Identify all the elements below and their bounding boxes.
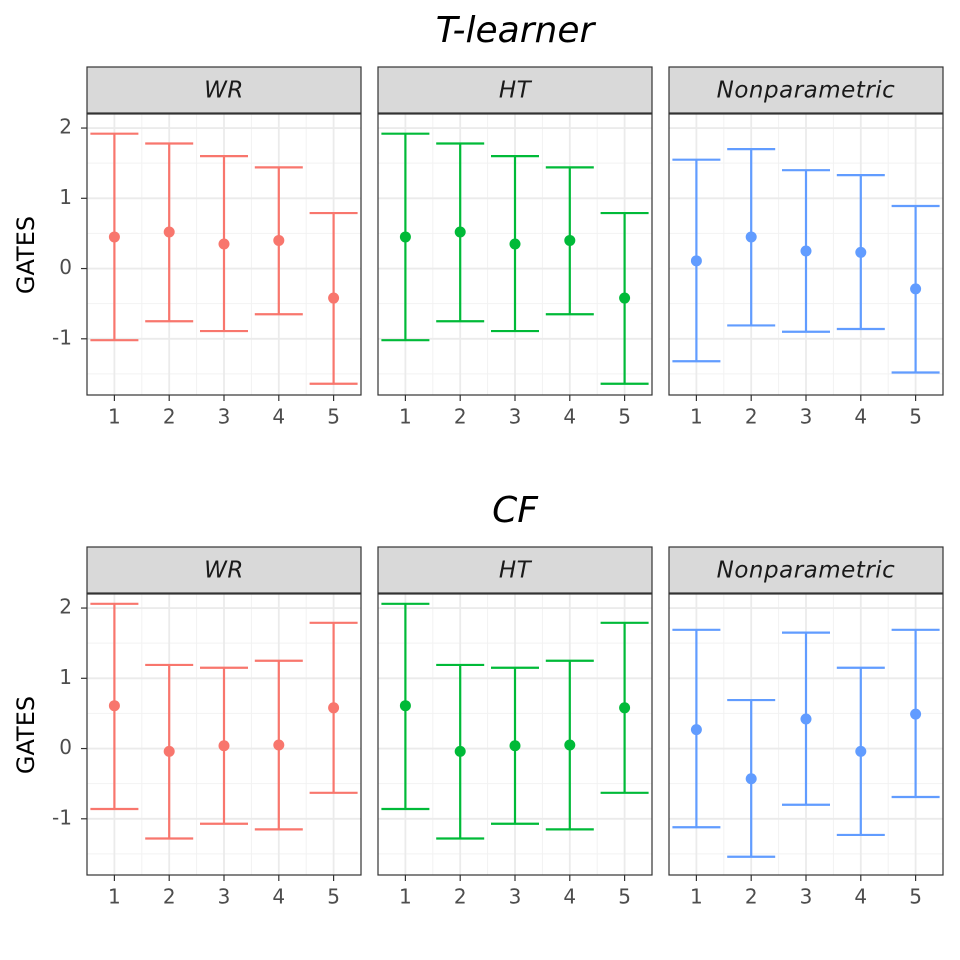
x-tick-label: 1 xyxy=(690,405,703,429)
point-estimate xyxy=(454,226,466,238)
facet-strip-label: Nonparametric xyxy=(717,78,896,104)
x-tick-label: 4 xyxy=(272,885,285,909)
point-estimate xyxy=(855,745,867,757)
x-tick-label: 2 xyxy=(745,405,758,429)
point-estimate xyxy=(509,740,521,752)
panel-border xyxy=(377,593,653,876)
chart-title: CF xyxy=(492,490,539,531)
point-estimate xyxy=(328,702,340,714)
y-tick-label: 0 xyxy=(59,255,72,279)
point-estimate xyxy=(745,773,757,785)
y-axis-label: GATES xyxy=(12,696,40,774)
facet-strip xyxy=(377,546,653,594)
facet-strip-label: WR xyxy=(204,558,244,584)
x-tick-label: 2 xyxy=(745,885,758,909)
point-estimate xyxy=(399,231,411,243)
panel-border xyxy=(86,113,362,396)
y-axis-label: GATES xyxy=(12,216,40,294)
point-estimate xyxy=(218,740,230,752)
x-tick-label: 5 xyxy=(909,405,922,429)
facet-ht: HT 1 2 3 4 5 xyxy=(377,546,653,909)
facet-strip xyxy=(86,546,362,594)
facet-nonparametric: Nonparametric 1 2 3 4 5 xyxy=(668,66,944,429)
x-tick-label: 2 xyxy=(163,885,176,909)
y-tick-label: 1 xyxy=(59,185,72,209)
facet-strip-label: WR xyxy=(204,78,244,104)
x-tick-label: 1 xyxy=(399,405,412,429)
facet-ht: HT 1 2 3 4 5 xyxy=(377,66,653,429)
facet-nonparametric: Nonparametric 1 2 3 4 5 xyxy=(668,546,944,909)
y-tick-label: 0 xyxy=(59,735,72,759)
point-estimate xyxy=(564,739,576,751)
x-tick-label: 1 xyxy=(690,885,703,909)
point-estimate xyxy=(910,708,922,720)
x-tick-label: 5 xyxy=(909,885,922,909)
point-estimate xyxy=(509,238,521,250)
y-tick-label: -1 xyxy=(52,325,72,349)
x-tick-label: 3 xyxy=(509,885,522,909)
point-estimate xyxy=(328,292,340,304)
panel-border xyxy=(86,593,362,876)
chart-title: T-learner xyxy=(436,10,597,51)
point-estimate xyxy=(855,246,867,258)
panel-border xyxy=(377,113,653,396)
point-estimate xyxy=(564,234,576,246)
point-estimate xyxy=(273,234,285,246)
facet-wr: WR 1 2 3 4 5 xyxy=(86,66,362,429)
x-tick-label: 3 xyxy=(800,405,813,429)
x-tick-label: 4 xyxy=(272,405,285,429)
y-tick-label: 2 xyxy=(59,115,72,139)
x-tick-label: 4 xyxy=(854,885,867,909)
point-estimate xyxy=(619,292,631,304)
point-estimate xyxy=(273,739,285,751)
point-estimate xyxy=(619,702,631,714)
x-tick-label: 5 xyxy=(327,885,340,909)
point-estimate xyxy=(108,231,120,243)
panel-border xyxy=(668,593,944,876)
x-tick-label: 3 xyxy=(509,405,522,429)
x-tick-label: 2 xyxy=(454,885,467,909)
x-tick-label: 2 xyxy=(454,405,467,429)
facet-strip xyxy=(668,546,944,594)
point-estimate xyxy=(163,745,175,757)
y-tick-label: 2 xyxy=(59,595,72,619)
x-tick-label: 1 xyxy=(108,885,121,909)
x-tick-label: 5 xyxy=(618,885,631,909)
x-tick-label: 4 xyxy=(563,885,576,909)
point-estimate xyxy=(910,283,922,295)
point-estimate xyxy=(399,700,411,712)
facet-strip-label: HT xyxy=(499,78,533,104)
x-tick-label: 4 xyxy=(563,405,576,429)
x-tick-label: 5 xyxy=(327,405,340,429)
facet-strip xyxy=(668,66,944,114)
chart-row-2: CF GATES -1 0 1 2 WR 1 2 3 4 5 HT 1 2 3 4 5 Nonparametric 1… xyxy=(12,490,944,909)
y-tick-label: -1 xyxy=(52,805,72,829)
point-estimate xyxy=(690,724,702,736)
x-tick-label: 1 xyxy=(399,885,412,909)
facet-strip xyxy=(377,66,653,114)
point-estimate xyxy=(745,231,757,243)
point-estimate xyxy=(690,255,702,267)
x-tick-label: 2 xyxy=(163,405,176,429)
x-tick-label: 4 xyxy=(854,405,867,429)
point-estimate xyxy=(800,713,812,725)
x-tick-label: 1 xyxy=(108,405,121,429)
panel-border xyxy=(668,113,944,396)
point-estimate xyxy=(800,245,812,257)
point-estimate xyxy=(454,745,466,757)
facet-strip-label: HT xyxy=(499,558,533,584)
x-tick-label: 3 xyxy=(218,405,231,429)
facet-wr: WR 1 2 3 4 5 xyxy=(86,546,362,909)
point-estimate xyxy=(108,700,120,712)
x-tick-label: 3 xyxy=(218,885,231,909)
facet-strip-label: Nonparametric xyxy=(717,558,896,584)
x-tick-label: 3 xyxy=(800,885,813,909)
facet-strip xyxy=(86,66,362,114)
x-tick-label: 5 xyxy=(618,405,631,429)
point-estimate xyxy=(218,238,230,250)
point-estimate xyxy=(163,226,175,238)
y-tick-label: 1 xyxy=(59,665,72,689)
